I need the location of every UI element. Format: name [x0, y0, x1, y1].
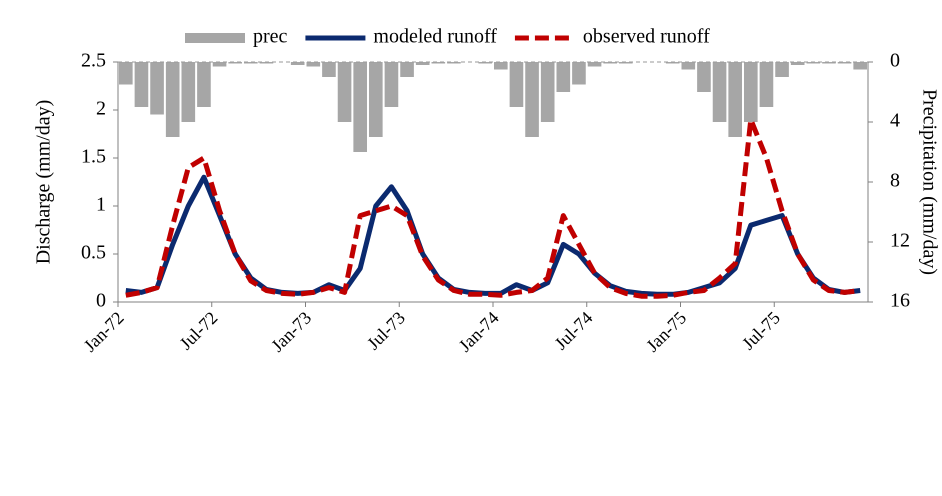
x-tick-label: Jan-72 [80, 308, 128, 356]
precip-bar [447, 62, 461, 64]
precip-bar [681, 62, 696, 70]
precip-bar [290, 62, 305, 65]
precip-bar [134, 62, 149, 107]
precip-bar [790, 62, 805, 65]
precip-bar [587, 62, 602, 67]
y-axis-label: Discharge (mm/day) [33, 100, 55, 265]
y2-tick-label: 0 [890, 50, 900, 72]
y-tick-label: 0 [96, 290, 106, 312]
runoff-line [125, 117, 861, 299]
precip-bar [697, 62, 711, 92]
y2-axis-label: Precipitation (mm/day) [918, 89, 940, 275]
y2-tick-label: 12 [890, 230, 910, 252]
precip-bar [228, 62, 242, 64]
precip-bar [712, 62, 727, 122]
legend-label: observed runoff [583, 26, 710, 48]
precip-bar [415, 62, 430, 65]
y-tick-label: 2.5 [81, 50, 106, 72]
precip-bar [259, 62, 274, 64]
legend-swatch [185, 33, 245, 43]
legend-label: prec [253, 26, 288, 48]
y2-tick-label: 8 [890, 170, 900, 192]
precip-bar [197, 62, 211, 107]
precip-bar [665, 62, 680, 64]
precip-bar [525, 62, 539, 137]
precip-bar [540, 62, 555, 122]
precip-bar [431, 62, 446, 64]
precip-bar [369, 62, 383, 137]
y-tick-label: 1.5 [81, 146, 106, 168]
precip-bar [212, 62, 227, 67]
y2-tick-label: 16 [890, 290, 910, 312]
y-tick-label: 1 [96, 194, 106, 216]
legend-label: modeled runoff [373, 26, 497, 48]
x-tick-label: Jan-73 [267, 308, 315, 356]
precip-bar [165, 62, 180, 137]
precip-bar [728, 62, 742, 137]
precip-bar [619, 62, 633, 64]
precip-bar [244, 62, 258, 64]
y2-tick-label: 4 [890, 110, 900, 132]
precip-bar [306, 62, 321, 67]
precip-bar [181, 62, 196, 122]
precip-bar [322, 62, 336, 77]
runoff-line [125, 174, 861, 297]
precip-bar [775, 62, 789, 77]
x-tick-label: Jul-72 [176, 308, 222, 354]
y-tick-label: 2 [96, 98, 106, 120]
precip-bar [150, 62, 164, 115]
precip-bar [572, 62, 586, 85]
x-tick-label: Jan-75 [642, 308, 690, 356]
x-tick-label: Jan-74 [455, 308, 503, 356]
precip-bar [384, 62, 399, 107]
precip-bar [837, 62, 852, 64]
precip-bar [759, 62, 774, 107]
precip-bar [822, 62, 836, 64]
precip-bar [556, 62, 571, 92]
precip-bar [353, 62, 367, 152]
y-tick-label: 0.5 [81, 242, 106, 264]
precip-bar [744, 62, 758, 122]
precip-bar [509, 62, 524, 107]
precip-bar [337, 62, 352, 122]
precip-bar [603, 62, 617, 64]
precip-bar [400, 62, 414, 77]
x-tick-label: Jul-75 [738, 308, 784, 354]
precip-bar [853, 62, 867, 70]
x-tick-label: Jul-74 [551, 308, 597, 354]
precip-bar [478, 62, 492, 64]
precip-bar [119, 62, 133, 85]
precip-bar [806, 62, 821, 64]
x-tick-label: Jul-73 [363, 308, 409, 354]
precip-bar [494, 62, 508, 70]
